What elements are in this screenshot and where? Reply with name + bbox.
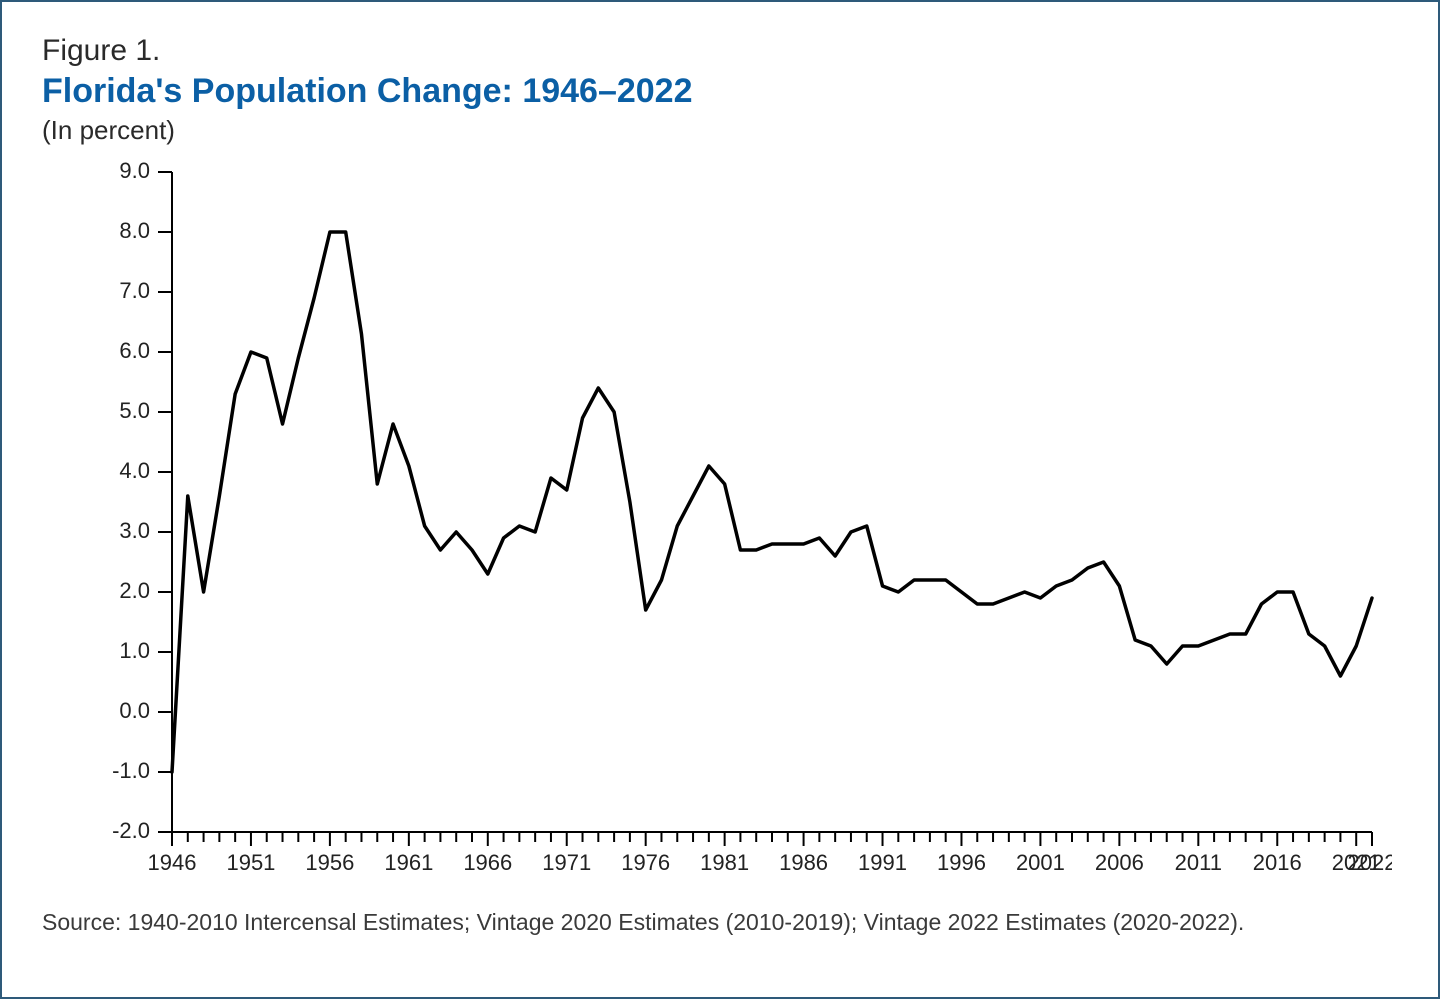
svg-text:2022: 2022 <box>1348 850 1392 875</box>
svg-text:2.0: 2.0 <box>119 578 150 603</box>
figure-subtitle: (In percent) <box>42 115 1398 146</box>
svg-text:-2.0: -2.0 <box>112 818 150 843</box>
svg-text:9.0: 9.0 <box>119 158 150 183</box>
line-chart: -2.0 -1.0 0.0 1.0 2.0 3.0 4.0 5.0 6.0 7.0 8.0 9.0 19… <box>42 152 1392 892</box>
svg-text:5.0: 5.0 <box>119 398 150 423</box>
svg-text:6.0: 6.0 <box>119 338 150 363</box>
svg-text:4.0: 4.0 <box>119 458 150 483</box>
figure-label: Figure 1. <box>42 34 1398 68</box>
svg-text:-1.0: -1.0 <box>112 758 150 783</box>
svg-text:1986: 1986 <box>779 850 828 875</box>
svg-text:1971: 1971 <box>542 850 591 875</box>
svg-text:1961: 1961 <box>384 850 433 875</box>
svg-text:1951: 1951 <box>226 850 275 875</box>
svg-text:8.0: 8.0 <box>119 218 150 243</box>
chart-container: -2.0 -1.0 0.0 1.0 2.0 3.0 4.0 5.0 6.0 7.0 8.0 9.0 19… <box>42 152 1398 897</box>
svg-text:3.0: 3.0 <box>119 518 150 543</box>
svg-text:0.0: 0.0 <box>119 698 150 723</box>
figure-title: Florida's Population Change: 1946–2022 <box>42 72 1398 111</box>
svg-text:7.0: 7.0 <box>119 278 150 303</box>
svg-text:1966: 1966 <box>463 850 512 875</box>
svg-text:2001: 2001 <box>1016 850 1065 875</box>
svg-text:1976: 1976 <box>621 850 670 875</box>
figure-source: Source: 1940-2010 Intercensal Estimates;… <box>42 907 1398 938</box>
svg-text:1.0: 1.0 <box>119 638 150 663</box>
svg-text:1946: 1946 <box>148 850 197 875</box>
svg-text:2006: 2006 <box>1095 850 1144 875</box>
svg-text:1996: 1996 <box>937 850 986 875</box>
svg-text:1981: 1981 <box>700 850 749 875</box>
svg-text:2016: 2016 <box>1253 850 1302 875</box>
figure-frame: Figure 1. Florida's Population Change: 1… <box>0 0 1440 999</box>
svg-text:2011: 2011 <box>1175 850 1222 875</box>
svg-text:1956: 1956 <box>305 850 354 875</box>
svg-text:1991: 1991 <box>858 850 907 875</box>
